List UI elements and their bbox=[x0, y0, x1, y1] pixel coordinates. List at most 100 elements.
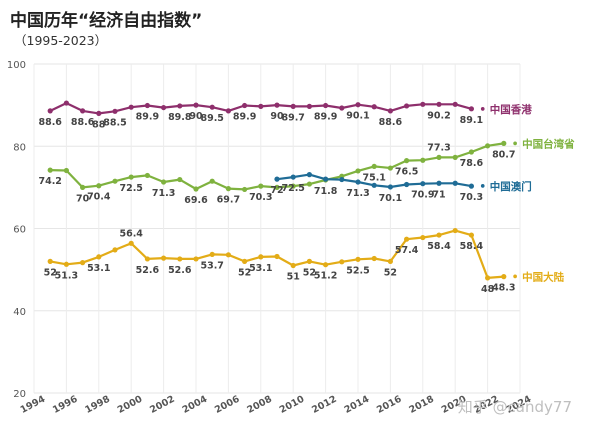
data-point bbox=[404, 158, 410, 164]
data-point bbox=[112, 108, 118, 114]
data-point bbox=[80, 184, 86, 190]
data-point bbox=[371, 182, 377, 188]
data-point bbox=[420, 101, 426, 107]
data-point bbox=[225, 108, 231, 114]
data-label: 89.9 bbox=[233, 112, 256, 123]
data-point bbox=[290, 174, 296, 180]
data-point bbox=[468, 106, 474, 112]
data-point bbox=[485, 143, 491, 149]
data-label: 89.7 bbox=[281, 112, 304, 123]
data-label: 88.6 bbox=[379, 117, 403, 128]
data-point bbox=[47, 167, 53, 173]
series-name-label: • 中国大陆 bbox=[512, 271, 565, 284]
data-label: 90.1 bbox=[346, 111, 369, 122]
data-point bbox=[242, 102, 248, 109]
data-label: 52 bbox=[238, 267, 251, 278]
data-label: 89.9 bbox=[314, 112, 337, 123]
data-point bbox=[225, 252, 231, 258]
data-label: 51.2 bbox=[314, 271, 337, 282]
data-point bbox=[274, 176, 280, 182]
data-point bbox=[193, 186, 199, 192]
data-label: 90 bbox=[189, 111, 203, 122]
data-point bbox=[128, 174, 134, 180]
data-label: 88 bbox=[92, 119, 106, 130]
data-point bbox=[128, 240, 134, 246]
data-label: 53.1 bbox=[87, 263, 110, 274]
data-label: 53.1 bbox=[249, 263, 272, 274]
x-tick-label: 2004 bbox=[181, 394, 210, 416]
x-tick-label: 2000 bbox=[116, 394, 145, 416]
data-point bbox=[258, 183, 264, 189]
data-point bbox=[323, 262, 329, 268]
x-tick-label: 1998 bbox=[83, 394, 112, 416]
data-point bbox=[258, 103, 264, 109]
data-point bbox=[128, 104, 134, 110]
data-label: 89.8 bbox=[168, 112, 192, 123]
data-point bbox=[404, 103, 410, 109]
data-point bbox=[80, 260, 86, 266]
data-label: 48.3 bbox=[492, 283, 515, 294]
chart-subtitle: （1995-2023） bbox=[14, 33, 108, 48]
data-label: 70.4 bbox=[87, 192, 111, 203]
data-label: 70.1 bbox=[379, 193, 402, 204]
data-point bbox=[290, 183, 296, 189]
x-tick-label: 2008 bbox=[245, 394, 274, 416]
data-label: 78.6 bbox=[460, 158, 484, 169]
data-point bbox=[242, 258, 248, 264]
data-point bbox=[80, 108, 86, 114]
data-label: 89.1 bbox=[460, 115, 483, 126]
data-point bbox=[306, 103, 312, 109]
x-tick-label: 2012 bbox=[310, 394, 339, 416]
y-tick-label: 80 bbox=[13, 142, 26, 153]
data-label: 71.3 bbox=[346, 188, 369, 199]
data-point bbox=[468, 183, 474, 189]
data-label: 70.3 bbox=[249, 192, 272, 203]
data-point bbox=[452, 101, 458, 107]
data-point bbox=[209, 251, 215, 258]
data-point bbox=[96, 110, 102, 116]
data-label: 89.5 bbox=[200, 113, 223, 124]
data-point bbox=[306, 172, 312, 178]
data-label: 52 bbox=[303, 267, 316, 278]
data-point bbox=[371, 255, 377, 262]
data-label: 69.7 bbox=[217, 195, 240, 206]
x-tick-label: 2010 bbox=[278, 394, 307, 416]
data-label: 71.3 bbox=[152, 188, 175, 199]
data-point bbox=[485, 275, 491, 281]
data-label: 71.8 bbox=[314, 186, 338, 197]
data-label: 77.3 bbox=[427, 142, 450, 153]
data-point bbox=[355, 168, 361, 174]
data-point bbox=[209, 104, 215, 110]
data-label: 88.6 bbox=[71, 117, 95, 128]
data-point bbox=[436, 180, 442, 186]
data-point bbox=[436, 154, 442, 160]
data-label: 90.2 bbox=[427, 110, 450, 121]
data-point bbox=[339, 259, 345, 265]
data-point bbox=[387, 108, 393, 114]
data-point bbox=[420, 157, 426, 163]
data-label: 88.5 bbox=[103, 117, 126, 128]
watermark: 知乎 @candy77 bbox=[457, 398, 572, 416]
series-name-label: • 中国香港 bbox=[479, 103, 532, 116]
data-label: 58.4 bbox=[460, 241, 484, 252]
data-point bbox=[96, 183, 102, 189]
data-point bbox=[468, 232, 474, 238]
data-label: 72 bbox=[270, 185, 283, 196]
y-tick-label: 40 bbox=[13, 307, 26, 318]
data-point bbox=[177, 103, 183, 109]
data-label: 71 bbox=[432, 189, 445, 200]
data-point bbox=[323, 176, 329, 182]
data-label: 51 bbox=[287, 272, 300, 283]
data-point bbox=[144, 256, 150, 262]
data-point bbox=[468, 149, 474, 155]
data-label: 52.6 bbox=[168, 265, 192, 276]
data-point bbox=[47, 258, 53, 264]
series-name-label: • 中国澳门 bbox=[479, 180, 531, 193]
x-tick-label: 2014 bbox=[343, 394, 372, 416]
data-label: 72.5 bbox=[281, 183, 304, 194]
data-point bbox=[63, 100, 69, 106]
data-label: 90 bbox=[270, 111, 284, 122]
series-name-label: • 中国台湾省 bbox=[512, 137, 575, 150]
data-point bbox=[96, 254, 102, 260]
